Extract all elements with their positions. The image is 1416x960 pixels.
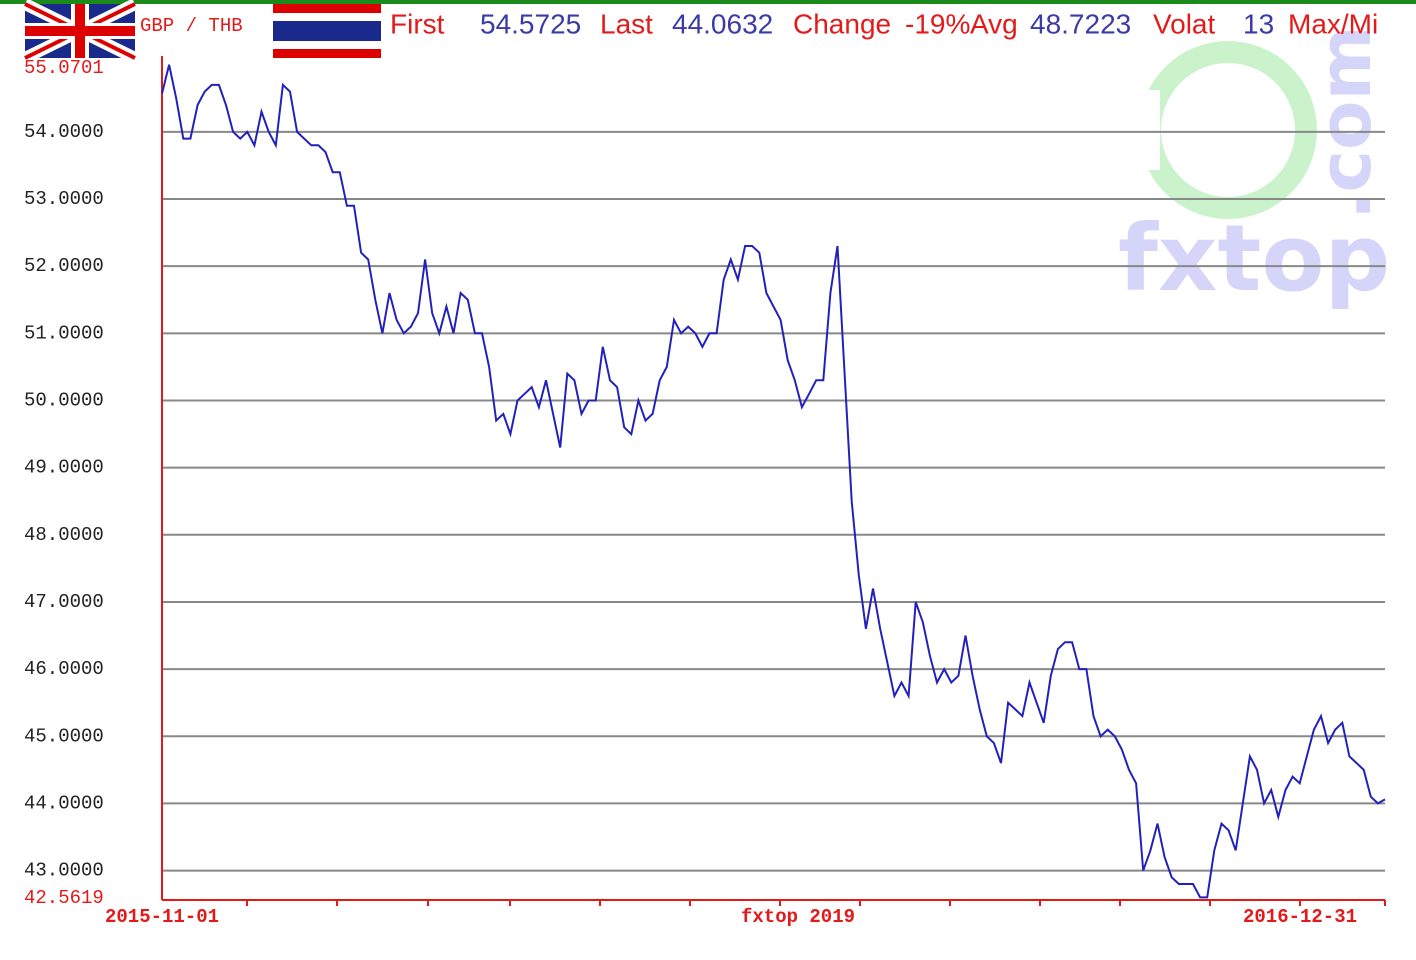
stat-label: Change xyxy=(793,8,891,39)
x-tick-label: 2016-12-31 xyxy=(1243,906,1357,928)
stat-value: 48.7223 xyxy=(1030,8,1131,39)
stat-value: -19% xyxy=(905,8,970,39)
y-tick-label: 53.0000 xyxy=(24,188,104,210)
stat-label: Avg xyxy=(970,8,1018,39)
stat-label: First xyxy=(390,8,445,39)
stat-value: 44.0632 xyxy=(672,8,773,39)
stat-label: Max/Mi xyxy=(1288,8,1378,39)
stat-value: 13 xyxy=(1243,8,1274,39)
y-tick-label: 46.0000 xyxy=(24,658,104,680)
watermark-text: fxtop xyxy=(1118,205,1390,312)
watermark: fxtop.com xyxy=(1118,25,1390,312)
stat-label: Volat xyxy=(1153,8,1215,39)
top-border xyxy=(0,0,1416,4)
y-tick-label: 43.0000 xyxy=(24,860,104,882)
pair-label: GBP / THB xyxy=(140,15,243,37)
y-tick-label: 49.0000 xyxy=(24,457,104,479)
y-tick-label: 48.0000 xyxy=(24,524,104,546)
thb-flag xyxy=(273,4,381,58)
gbp-flag xyxy=(22,0,138,64)
y-tick-label: 42.5619 xyxy=(24,887,104,909)
y-tick-label: 52.0000 xyxy=(24,255,104,277)
stat-value: 54.5725 xyxy=(480,8,581,39)
stat-label: Last xyxy=(600,8,653,39)
x-center-label: fxtop 2019 xyxy=(741,906,855,928)
y-tick-label: 55.0701 xyxy=(24,57,104,79)
y-tick-label: 45.0000 xyxy=(24,725,104,747)
y-tick-label: 50.0000 xyxy=(24,390,104,412)
y-tick-label: 44.0000 xyxy=(24,792,104,814)
y-tick-label: 47.0000 xyxy=(24,591,104,613)
y-tick-label: 54.0000 xyxy=(24,121,104,143)
watermark-text: .com xyxy=(1303,25,1387,220)
y-tick-label: 51.0000 xyxy=(24,322,104,344)
price-line xyxy=(161,64,1386,899)
x-tick-label: 2015-11-01 xyxy=(105,906,219,928)
